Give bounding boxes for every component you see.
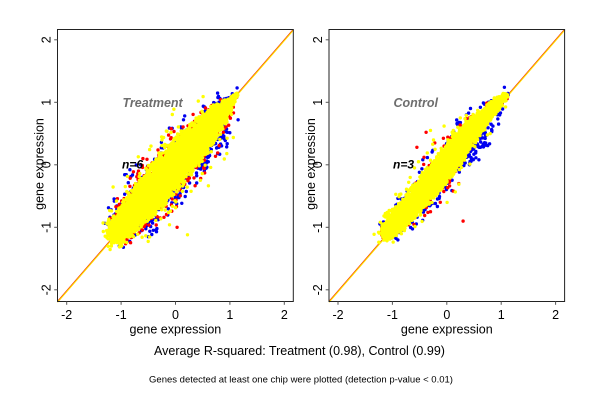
svg-text:-1: -1 xyxy=(116,308,127,322)
svg-text:0: 0 xyxy=(40,161,54,168)
svg-text:n=6: n=6 xyxy=(122,158,143,172)
svg-text:-2: -2 xyxy=(311,284,325,295)
svg-text:1: 1 xyxy=(498,308,505,322)
svg-text:Control: Control xyxy=(394,96,439,110)
svg-text:2: 2 xyxy=(40,36,54,43)
svg-text:1: 1 xyxy=(226,308,233,322)
svg-text:0: 0 xyxy=(311,161,325,168)
svg-text:0: 0 xyxy=(443,308,450,322)
svg-text:-2: -2 xyxy=(332,308,343,322)
svg-text:gene expression: gene expression xyxy=(304,118,318,210)
svg-text:Genes detected at least one ch: Genes detected at least one chip were pl… xyxy=(149,375,453,386)
svg-text:gene expression: gene expression xyxy=(130,323,222,337)
svg-text:Treatment: Treatment xyxy=(123,96,184,110)
svg-text:-2: -2 xyxy=(40,284,54,295)
svg-text:2: 2 xyxy=(552,308,559,322)
svg-text:2: 2 xyxy=(311,36,325,43)
svg-text:gene expression: gene expression xyxy=(401,323,493,337)
svg-text:-2: -2 xyxy=(61,308,72,322)
svg-text:-1: -1 xyxy=(40,222,54,233)
svg-text:Average R-squared: Treatment (: Average R-squared: Treatment (0.98), Con… xyxy=(154,344,445,358)
svg-text:1: 1 xyxy=(311,99,325,106)
svg-text:0: 0 xyxy=(172,308,179,322)
svg-text:-1: -1 xyxy=(311,222,325,233)
svg-text:-1: -1 xyxy=(387,308,398,322)
svg-text:1: 1 xyxy=(40,99,54,106)
svg-text:2: 2 xyxy=(281,308,288,322)
svg-text:gene expression: gene expression xyxy=(33,118,47,210)
svg-text:n=3: n=3 xyxy=(393,158,414,172)
